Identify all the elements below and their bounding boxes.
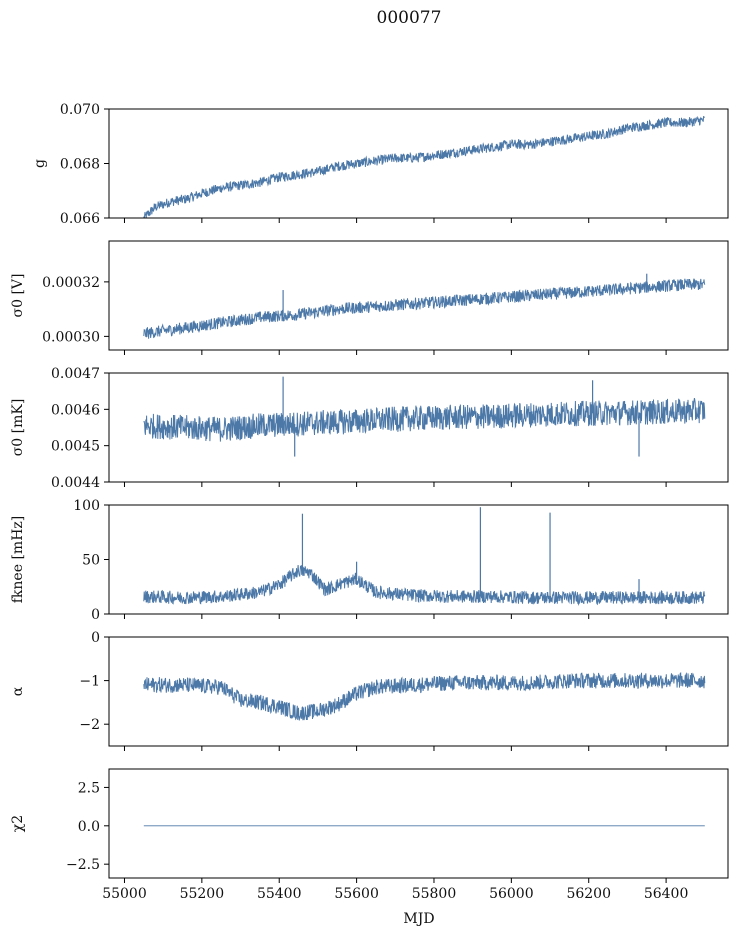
y-tick-label: 0.00030 [42,329,100,345]
panel-sigma0-mK: 0.0044 0.0045 0.0046 0.0047 σ0 [mK] [10,366,729,491]
series-line [143,565,706,607]
x-tick-label: 55400 [257,886,302,902]
x-tick-label: 55600 [334,886,379,902]
y-axis-label: σ0 [mK] [10,399,26,457]
y-axis-label: χ2 [10,815,26,832]
y-tick-label: 0.0045 [51,439,100,455]
y-tick-label: 0.070 [60,102,100,118]
panel-g: 0.066 0.068 0.070 g [32,102,729,227]
panel-chi2: −2.5 0.0 2.5 55000 55200 55400 55600 55800 56000… [10,768,729,902]
panel-alpha: −2 −1 0 α [10,630,729,751]
y-tick-label: 0.0046 [51,402,100,418]
y-tick-label: 0 [91,607,100,623]
y-tick-label: 50 [82,553,100,569]
axes-frame [108,768,729,879]
axes-frame [108,372,729,483]
x-tick-label: 56000 [489,886,534,902]
x-axis-label: MJD [403,911,434,927]
x-tick-label: 56400 [644,886,689,902]
figure-title: 000077 [377,8,442,28]
x-tick-label: 55200 [180,886,225,902]
y-tick-label: −1 [79,674,100,690]
series-line [143,115,705,218]
y-axis-label: fknee [mHz] [10,516,26,604]
axes-frame [108,240,729,351]
y-tick-label: 0.0 [78,819,100,835]
y-tick-label: 0.0044 [51,475,100,491]
y-tick-label: 0.068 [60,157,100,173]
series-line [143,278,706,339]
x-tick-label: 55800 [412,886,457,902]
panel-fknee: 0 50 100 fknee [mHz] [10,498,729,623]
panel-sigma0-V: 0.00030 0.00032 σ0 [V] [10,240,729,355]
series-line [143,397,706,442]
y-tick-label: −2 [79,717,100,733]
axes-frame [108,636,729,747]
y-tick-label: 2.5 [78,780,100,796]
x-tick-label: 56200 [566,886,611,902]
y-tick-label: 0.0047 [51,366,100,382]
y-tick-label: 0.00032 [42,275,100,291]
y-tick-label: 100 [73,498,100,514]
y-axis-label: g [32,159,48,168]
y-tick-label: −2.5 [66,857,100,873]
y-tick-label: 0 [91,630,100,646]
series-line [143,672,706,721]
y-axis-label: α [10,686,26,696]
x-tick-label: 55000 [102,886,147,902]
y-tick-label: 0.066 [60,211,100,227]
y-axis-label: σ0 [V] [10,274,26,318]
